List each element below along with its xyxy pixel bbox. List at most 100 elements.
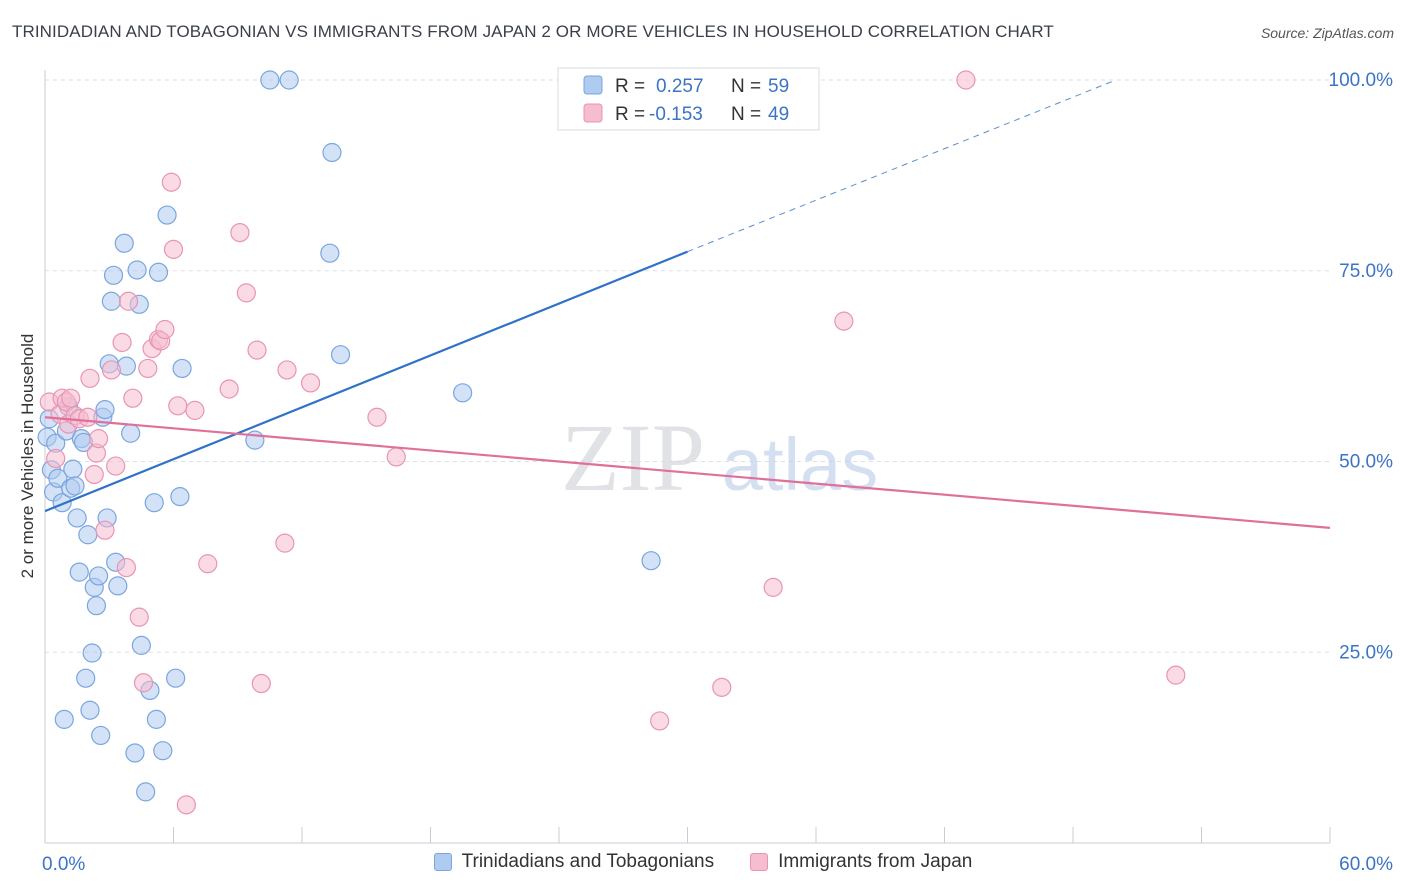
grid-lines <box>45 79 1330 653</box>
point-japan <box>84 464 104 485</box>
y-tick-label: 50.0% <box>1339 452 1393 473</box>
point-trinidadian <box>65 476 85 496</box>
point-trinidadian <box>103 265 124 285</box>
legend-n-value-pink: 49 <box>768 104 789 125</box>
point-japan <box>138 358 158 379</box>
point-japan <box>219 379 239 399</box>
point-trinidadian <box>101 291 121 311</box>
legend-bottom: Trinidadians and Tobagonians Immigrants … <box>0 851 1406 873</box>
point-trinidadian <box>127 260 147 280</box>
point-japan <box>46 448 66 469</box>
point-trinidadian <box>88 566 109 586</box>
point-trinidadian <box>69 562 89 582</box>
point-japan <box>129 607 149 627</box>
point-japan <box>275 533 295 553</box>
point-japan <box>123 388 143 408</box>
point-trinidadian <box>48 468 68 488</box>
point-trinidadian <box>148 262 169 282</box>
point-japan <box>367 407 387 427</box>
legend-label-japan: Immigrants from Japan <box>778 851 973 872</box>
point-trinidadian <box>67 508 87 528</box>
legend-label-trinidadian: Trinidadians and Tobagonians <box>461 851 715 872</box>
point-japan <box>386 447 406 467</box>
point-japan <box>133 673 154 693</box>
point-trinidadian <box>82 643 102 663</box>
legend-n-value-blue: 59 <box>768 76 789 97</box>
point-trinidadian <box>114 233 134 253</box>
point-japan <box>106 456 126 476</box>
legend-n-label-blue: N = <box>731 76 761 97</box>
tick-labels: 25.0% 50.0% 75.0% 100.0% 0.0% 60.0% <box>42 70 1393 875</box>
point-trinidadian <box>641 551 661 571</box>
point-japan <box>247 340 267 360</box>
point-japan <box>116 557 136 578</box>
point-trinidadian <box>157 205 177 225</box>
y-tick-label: 100.0% <box>1329 70 1394 91</box>
legend-swatch-pink <box>583 103 603 123</box>
point-japan <box>168 396 188 416</box>
point-trinidadian <box>136 782 156 802</box>
legend-r-label-pink: R = <box>615 104 645 125</box>
chart-title: TRINIDADIAN AND TOBAGONIAN VS IMMIGRANTS… <box>12 22 1054 41</box>
y-tick-label: 75.0% <box>1339 261 1393 282</box>
trend-lines <box>44 79 1331 529</box>
legend-r-label-blue: R = <box>615 76 645 97</box>
point-trinidadian <box>80 700 100 720</box>
point-trinidadian <box>153 741 173 761</box>
point-japan <box>236 283 256 303</box>
point-trinidadian <box>260 70 280 90</box>
watermark: ZIP atlas <box>561 404 878 511</box>
point-japan <box>650 711 670 731</box>
legend-swatch-japan <box>750 853 769 871</box>
point-trinidadian <box>54 709 74 729</box>
x-tick-label-max: 60.0% <box>1339 854 1393 875</box>
point-trinidadian <box>146 709 166 729</box>
point-japan <box>88 429 109 449</box>
point-japan <box>763 577 783 597</box>
point-japan <box>185 400 205 420</box>
point-japan <box>61 388 81 408</box>
point-trinidadian <box>166 668 186 688</box>
point-trinidadian <box>78 525 98 545</box>
axes <box>44 70 1331 844</box>
legend-item-trinidadian: Trinidadians and Tobagonians <box>433 851 715 873</box>
point-trinidadian <box>170 486 190 507</box>
point-japan <box>95 520 115 540</box>
watermark-zip: ZIP <box>561 404 705 511</box>
trend-line-japan <box>44 416 1331 529</box>
legend-top: R = 0.257 N = 59 R = -0.153 N = 49 <box>557 67 820 131</box>
point-trinidadian <box>172 358 192 379</box>
point-japan <box>78 407 98 427</box>
point-trinidadian <box>330 345 351 365</box>
source-label: Source: ZipAtlas.com <box>1260 25 1394 41</box>
point-japan <box>161 172 181 192</box>
point-japan <box>112 332 132 353</box>
point-japan <box>1166 665 1186 685</box>
point-trinidadian <box>63 459 83 479</box>
legend-n-label-pink: N = <box>731 104 761 125</box>
point-japan <box>277 360 297 380</box>
legend-swatch-blue <box>583 75 603 95</box>
x-tick-label-min: 0.0% <box>42 854 85 875</box>
point-japan <box>80 368 100 388</box>
point-trinidadian <box>91 725 111 746</box>
point-japan <box>163 239 184 259</box>
point-trinidadian <box>52 493 72 513</box>
y-axis-label: 2 or more Vehicles in Household <box>18 334 37 579</box>
point-japan <box>176 795 196 815</box>
point-japan <box>155 319 175 340</box>
point-trinidadian <box>279 70 299 90</box>
point-trinidadian <box>76 668 96 688</box>
point-trinidadian <box>453 383 473 403</box>
point-japan <box>956 70 976 90</box>
y-tick-label: 25.0% <box>1339 642 1393 663</box>
legend-item-japan: Immigrants from Japan <box>750 851 972 873</box>
legend-swatch-trinidadian <box>433 853 452 871</box>
point-trinidadian <box>121 423 141 443</box>
point-japan <box>118 291 139 311</box>
point-japan <box>300 373 321 393</box>
point-trinidadian <box>320 243 340 263</box>
point-japan <box>230 223 250 243</box>
point-japan <box>251 673 271 694</box>
